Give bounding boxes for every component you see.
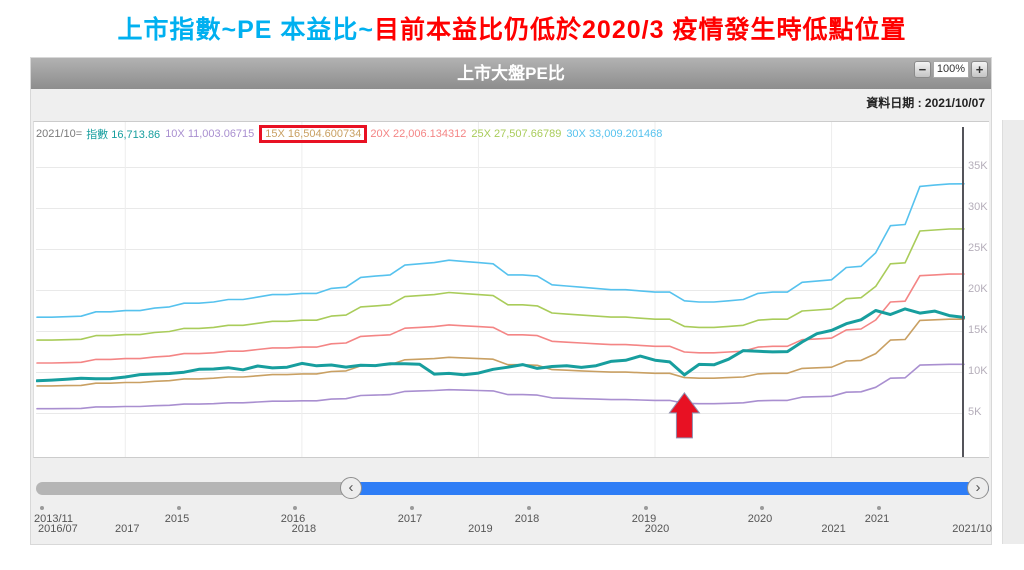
slider-axis-label: 2015 — [164, 513, 190, 525]
slider-axis-dot — [177, 506, 181, 510]
x-tick-label: 2021/10 — [952, 523, 992, 535]
y-axis-labels: 5K 10K 15K 20K 25K 30K 35K — [968, 122, 990, 457]
slider-axis-dot — [410, 506, 414, 510]
zoom-in-button[interactable]: + — [971, 61, 988, 78]
legend-date-prefix: 2021/10= — [36, 128, 83, 140]
page-title-part-1: 上市指數~PE 本益比~ — [117, 16, 375, 44]
x-tick-label: 2021 — [821, 523, 846, 535]
pe-line-chart[interactable] — [36, 122, 965, 458]
x-tick-label: 2020 — [644, 523, 670, 535]
legend-item-pe30x: 30X 33,009.201468 — [566, 128, 663, 140]
legend-item-pe25x: 25X 27,507.66789 — [471, 128, 562, 140]
chart-legend: 2021/10= 指數 16,713.86 10X 11,003.06715 15X… — [36, 125, 667, 143]
y-tick-label: 35K — [968, 159, 988, 172]
x-tick-label: 2019 — [468, 523, 493, 535]
right-gutter — [1002, 120, 1024, 544]
legend-item-pe15x: 15X 16,504.600734 — [259, 125, 368, 143]
slider-axis-dot — [40, 506, 44, 510]
slider-right-handle[interactable]: › — [967, 477, 989, 499]
y-tick-label: 25K — [968, 241, 988, 254]
slider-axis-label: 2013/11 — [34, 513, 73, 525]
slider-axis-label: 2019 — [631, 513, 657, 525]
slider-selected-range[interactable] — [351, 482, 989, 495]
legend-item-pe20x: 20X 22,006.134312 — [370, 128, 467, 140]
y-tick-label: 5K — [968, 405, 982, 418]
slider-axis-dot — [293, 506, 297, 510]
page-title-part-2: 目前本益比仍低於2020/3 疫情發生時低點位置 — [374, 16, 907, 44]
legend-item-index: 指數 16,713.86 — [86, 129, 161, 141]
slider-axis-dot — [877, 506, 881, 510]
minus-icon: − — [918, 61, 927, 77]
widget-header: 上市大盤PE比 − 100% + — [31, 58, 991, 89]
data-date-label: 資料日期 : 2021/10/07 — [866, 96, 985, 110]
slider-axis-label: 2017 — [397, 513, 423, 525]
slider-axis-dot — [644, 506, 648, 510]
y-tick-label: 10K — [968, 364, 988, 377]
x-tick-label: 2016/07 — [38, 523, 78, 535]
slider-axis-label: 2016 — [280, 513, 306, 525]
chevron-right-icon: › — [975, 479, 981, 496]
slider-axis-label: 2021 — [864, 513, 890, 525]
legend-item-pe10x: 10X 11,003.06715 — [165, 128, 255, 140]
covid-low-arrow-icon — [668, 392, 701, 439]
page-title: 上市指數~PE 本益比~目前本益比仍低於2020/3 疫情發生時低點位置 — [0, 10, 1024, 46]
x-axis-labels: 2016/07 2017 2018 2019 2020 2021 2021/10 — [38, 523, 992, 538]
slider-axis-label: 2020 — [747, 513, 773, 525]
zoom-out-button[interactable]: − — [913, 61, 931, 78]
slider-axis-dot — [527, 506, 531, 510]
slider-axis-label: 2018 — [514, 513, 540, 525]
zoom-level: 100% — [932, 61, 969, 78]
y-tick-label: 20K — [968, 282, 988, 295]
slider-axis-dot — [760, 506, 764, 510]
data-date-row: 資料日期 : 2021/10/07 — [31, 89, 991, 116]
y-tick-label: 15K — [968, 323, 988, 336]
chevron-left-icon: ‹ — [348, 479, 354, 496]
x-tick-label: 2018 — [291, 523, 317, 535]
chart-area: 2021/10= 指數 16,713.86 10X 11,003.06715 15X… — [33, 121, 992, 535]
slider-axis: 2013/11 2015 2016 2017 2018 2019 2020 2021 — [31, 506, 991, 538]
widget-title: 上市大盤PE比 — [457, 64, 565, 83]
plus-icon: + — [975, 61, 984, 77]
y-tick-label: 30K — [968, 200, 988, 213]
slider-left-handle[interactable]: ‹ — [340, 477, 362, 499]
x-tick-label: 2017 — [115, 523, 140, 535]
pe-chart-widget: 上市大盤PE比 − 100% + 資料日期 : 2021/10/07 2021/… — [30, 57, 992, 545]
zoom-controls: − 100% + — [913, 61, 988, 78]
